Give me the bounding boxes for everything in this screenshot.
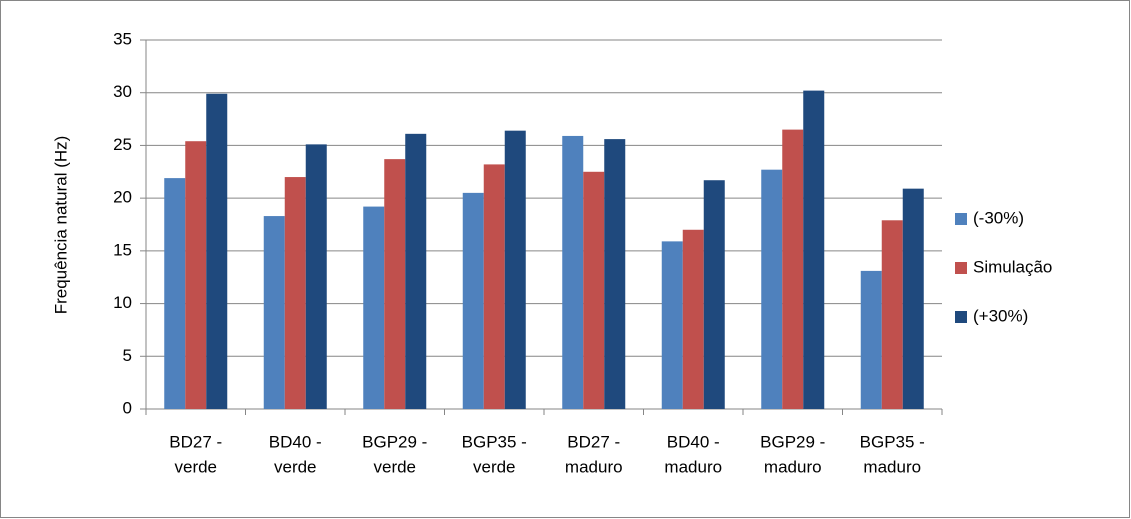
bar <box>206 93 228 410</box>
y-tick-label: 35 <box>113 29 132 48</box>
x-tick-label: maduro <box>565 457 623 476</box>
y-tick-label: 10 <box>113 293 132 312</box>
bar <box>305 144 327 410</box>
x-tick-label: BGP35 - <box>462 432 527 451</box>
bar <box>782 129 804 409</box>
bar <box>604 139 626 410</box>
bar <box>803 90 825 409</box>
bar <box>185 141 207 409</box>
x-tick-label: BGP35 - <box>860 432 925 451</box>
y-tick-label: 25 <box>113 135 132 154</box>
bar <box>483 164 505 409</box>
y-tick-label: 20 <box>113 188 132 207</box>
bar <box>462 192 484 409</box>
x-tick-label: BD40 - <box>269 432 322 451</box>
legend-label: (+30%) <box>973 306 1028 325</box>
x-tick-label: maduro <box>764 457 822 476</box>
legend-swatch <box>955 213 967 225</box>
x-tick-label: verde <box>373 457 416 476</box>
legend-label: (-30%) <box>973 208 1024 227</box>
legend-label: Simulação <box>973 257 1052 276</box>
bar <box>562 135 584 409</box>
bar <box>703 180 725 409</box>
bar <box>583 171 605 409</box>
y-tick-label: 15 <box>113 240 132 259</box>
x-tick-label: verde <box>174 457 217 476</box>
bar <box>263 216 285 409</box>
legend-swatch <box>955 262 967 274</box>
y-tick-label: 0 <box>123 398 132 417</box>
x-tick-label: BD27 - <box>169 432 222 451</box>
bar <box>384 159 406 409</box>
x-tick-label: maduro <box>863 457 921 476</box>
x-tick-label: BD40 - <box>667 432 720 451</box>
bar <box>902 188 924 409</box>
x-tick-label: verde <box>274 457 317 476</box>
x-tick-label: BGP29 - <box>760 432 825 451</box>
bar <box>682 229 704 409</box>
y-axis-label: Frequência natural (Hz) <box>51 136 70 315</box>
x-tick-label: BD27 - <box>567 432 620 451</box>
bar <box>284 177 306 409</box>
bar <box>881 220 903 409</box>
bar <box>363 206 385 409</box>
y-tick-label: 30 <box>113 82 132 101</box>
bar <box>164 178 186 409</box>
bar <box>860 270 882 409</box>
legend-swatch <box>955 311 967 323</box>
bar <box>661 241 683 409</box>
x-tick-label: maduro <box>664 457 722 476</box>
y-tick-label: 5 <box>123 346 132 365</box>
bar <box>405 133 427 409</box>
bar <box>504 130 526 409</box>
bar <box>761 169 783 409</box>
x-tick-label: verde <box>473 457 516 476</box>
x-tick-label: BGP29 - <box>362 432 427 451</box>
